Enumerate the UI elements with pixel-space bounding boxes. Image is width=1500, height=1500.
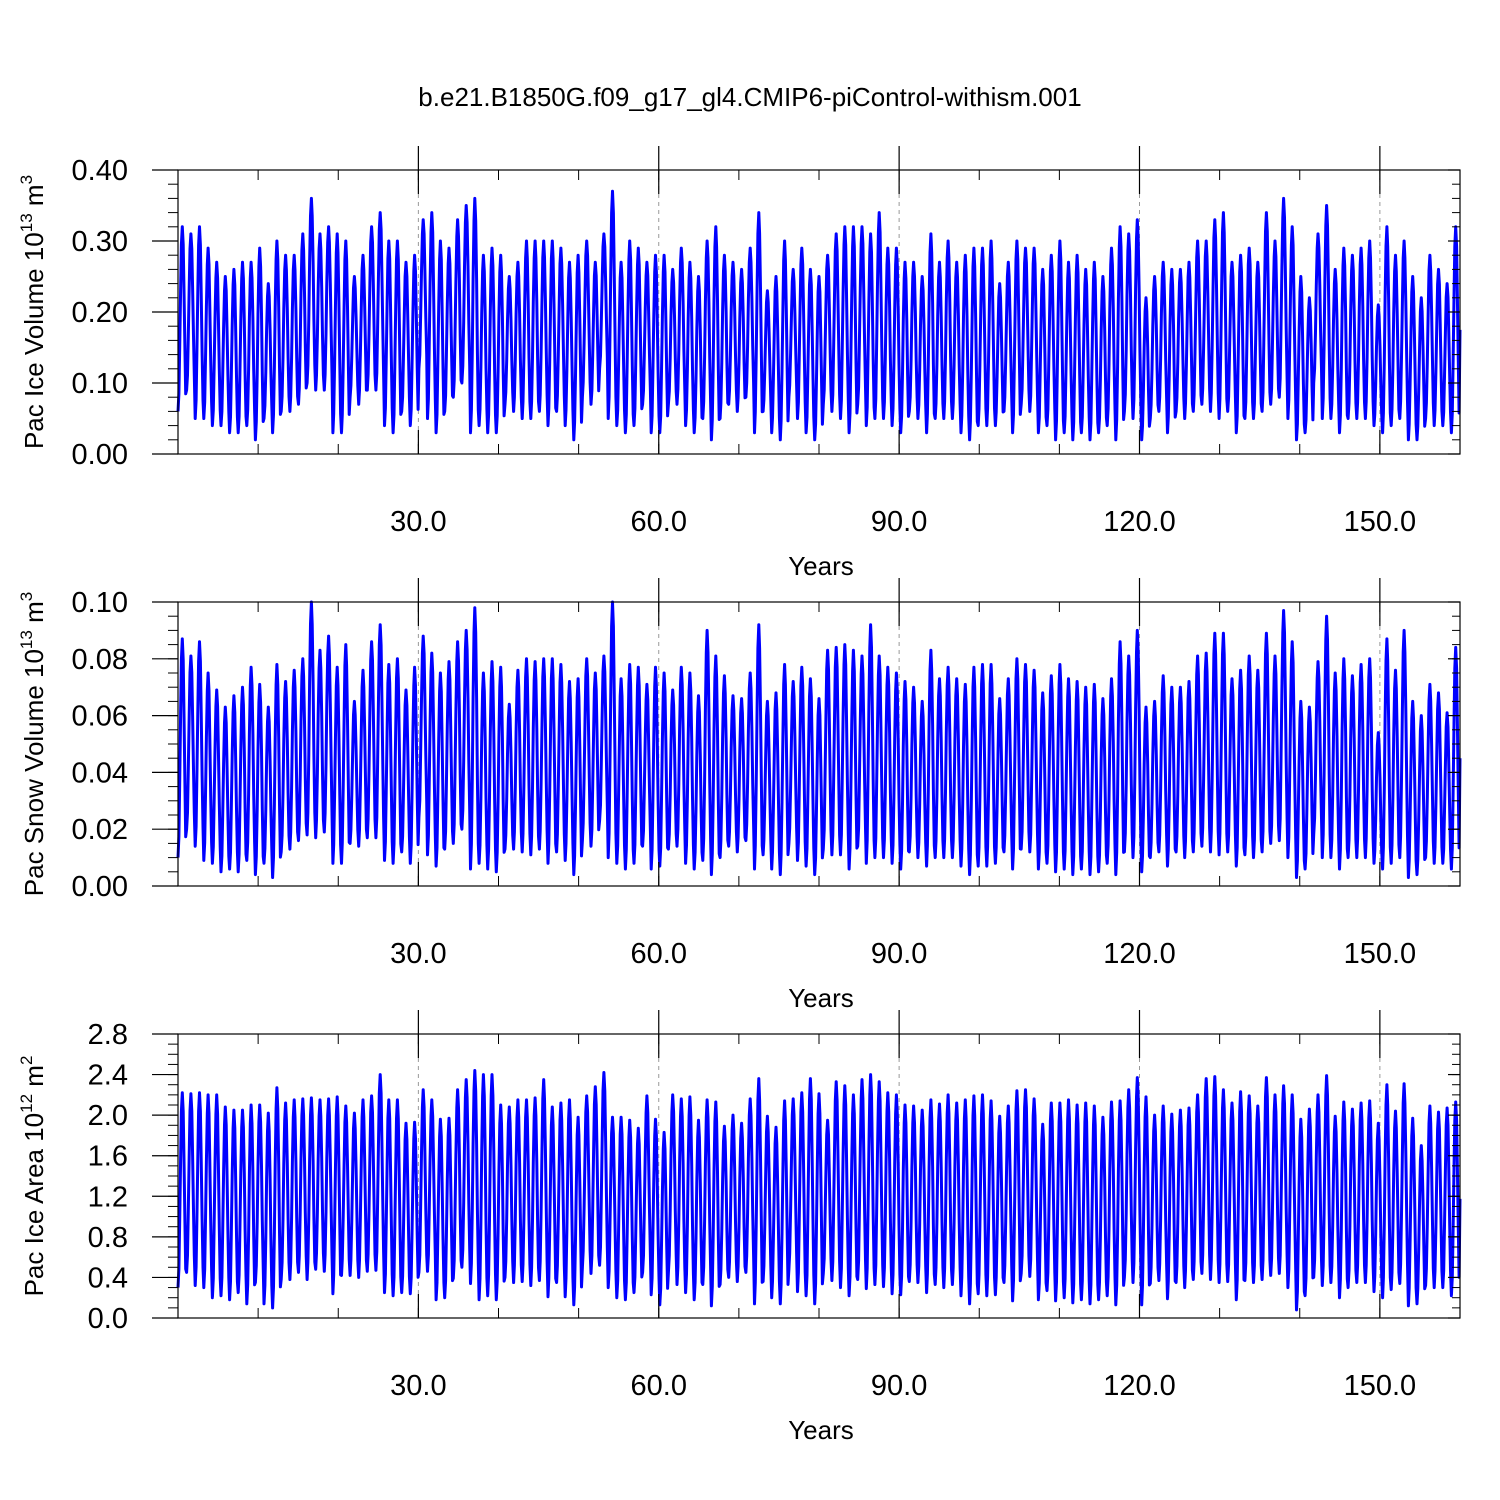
x-tick-label: 30.0 bbox=[390, 1370, 446, 1402]
x-axis-label: Years bbox=[788, 551, 854, 581]
chart-panel-snow_volume: 0.00 0.02 0.04 0.06 0.08 0.10 30.0 60.0 90.0 120.… bbox=[17, 578, 1462, 1013]
y-axis-label-superscript: 2 bbox=[17, 1056, 36, 1065]
x-tick-label: 120.0 bbox=[1103, 506, 1176, 538]
x-tick-label: 30.0 bbox=[390, 506, 446, 538]
y-tick-label: 0.4 bbox=[88, 1262, 128, 1294]
y-tick-label: 2.4 bbox=[88, 1060, 128, 1092]
y-axis-label: Pac Ice Area 1012 m2 bbox=[17, 1056, 49, 1297]
series-line-ice_volume bbox=[176, 189, 1462, 442]
x-tick-label: 150.0 bbox=[1344, 1370, 1417, 1402]
x-axis-label: Years bbox=[788, 1415, 854, 1445]
x-tick-label: 120.0 bbox=[1103, 1370, 1176, 1402]
y-tick-label: 2.0 bbox=[88, 1100, 128, 1132]
y-tick-label: 0.00 bbox=[72, 871, 128, 903]
y-tick-label: 0.00 bbox=[72, 439, 128, 471]
x-tick-label: 60.0 bbox=[631, 938, 687, 970]
y-tick-label: 0.08 bbox=[72, 644, 128, 676]
y-axis-label-superscript: 13 bbox=[17, 213, 36, 232]
y-axis-label: Pac Ice Volume 1013 m3 bbox=[17, 175, 49, 449]
y-axis-label-part: m bbox=[19, 1065, 49, 1094]
chart-panel-ice_area: 0.0 0.4 0.8 1.2 1.6 2.0 2.4 2.8 30.0 60.0 90.0 120.… bbox=[17, 1010, 1462, 1445]
y-axis-label: Pac Snow Volume 1013 m3 bbox=[17, 592, 49, 896]
y-tick-label: 0.04 bbox=[72, 757, 128, 789]
y-tick-label: 0.20 bbox=[72, 297, 128, 329]
y-axis-label-superscript: 12 bbox=[17, 1094, 36, 1113]
y-axis-label-superscript: 3 bbox=[17, 592, 36, 601]
series-line-snow_volume bbox=[176, 600, 1462, 879]
y-tick-label: 0.02 bbox=[72, 814, 128, 846]
x-tick-label: 30.0 bbox=[390, 938, 446, 970]
x-tick-label: 150.0 bbox=[1344, 506, 1417, 538]
y-axis-label-part: Pac Ice Area 10 bbox=[19, 1113, 49, 1297]
y-tick-label: 0.8 bbox=[88, 1222, 128, 1254]
y-tick-label: 1.2 bbox=[88, 1181, 128, 1213]
x-tick-label: 120.0 bbox=[1103, 938, 1176, 970]
chart-panel-ice_volume: 0.00 0.10 0.20 0.30 0.40 30.0 60.0 90.0 120.0 150… bbox=[17, 146, 1462, 581]
y-tick-label: 0.40 bbox=[72, 155, 128, 187]
y-axis-label-part: Pac Ice Volume 10 bbox=[19, 232, 49, 449]
y-tick-label: 1.6 bbox=[88, 1141, 128, 1173]
x-tick-label: 90.0 bbox=[871, 938, 927, 970]
y-axis-label-part: m bbox=[19, 601, 49, 630]
y-tick-label: 0.10 bbox=[72, 368, 128, 400]
y-tick-label: 0.06 bbox=[72, 701, 128, 733]
figure-title: b.e21.B1850G.f09_g17_gl4.CMIP6-piControl… bbox=[418, 82, 1081, 112]
y-tick-label: 2.8 bbox=[88, 1019, 128, 1051]
y-tick-label: 0.0 bbox=[88, 1303, 128, 1335]
y-axis-label-superscript: 3 bbox=[17, 175, 36, 184]
y-tick-label: 0.10 bbox=[72, 587, 128, 619]
y-tick-label: 0.30 bbox=[72, 226, 128, 258]
x-tick-label: 150.0 bbox=[1344, 938, 1417, 970]
y-axis-label-part: Pac Snow Volume 10 bbox=[19, 649, 49, 896]
series-line-ice_area bbox=[176, 1069, 1462, 1312]
y-axis-label-superscript: 13 bbox=[17, 630, 36, 649]
x-tick-label: 60.0 bbox=[631, 506, 687, 538]
x-tick-label: 60.0 bbox=[631, 1370, 687, 1402]
y-axis-label-part: m bbox=[19, 184, 49, 213]
x-tick-label: 90.0 bbox=[871, 506, 927, 538]
x-tick-label: 90.0 bbox=[871, 1370, 927, 1402]
x-axis-label: Years bbox=[788, 983, 854, 1013]
